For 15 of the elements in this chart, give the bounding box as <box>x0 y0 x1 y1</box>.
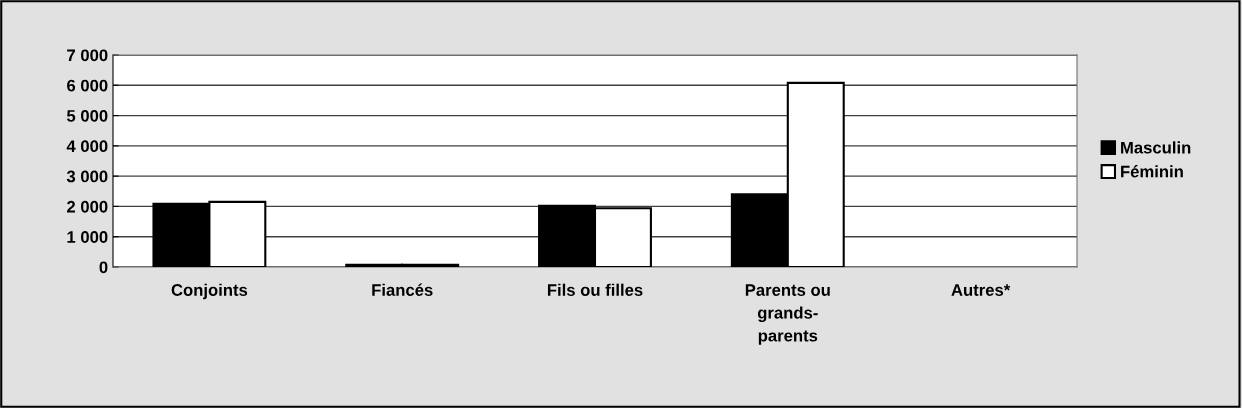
y-tick-label: 5 000 <box>66 109 108 122</box>
x-tick-label: Fils ou filles <box>547 283 643 296</box>
y-tick-label: 7 000 <box>67 49 108 62</box>
x-tick-label: Conjoints <box>171 283 248 300</box>
y-tick-label: 4 000 <box>66 140 108 153</box>
y-tick-label: 0 <box>99 261 108 274</box>
x-tick-label: Parents ou grands- parents <box>745 284 830 345</box>
y-tick-label: 3 000 <box>66 170 108 183</box>
x-tick-label: Fiancés <box>372 283 433 296</box>
x-tick-label: Autres* <box>951 284 1011 296</box>
legend-label: Masculin <box>1121 141 1191 154</box>
y-tick-label: 2 000 <box>67 200 108 213</box>
legend-label: Féminin <box>1121 165 1183 178</box>
y-tick-label: 6 000 <box>67 79 108 92</box>
y-tick-label: 1 000 <box>67 231 108 243</box>
